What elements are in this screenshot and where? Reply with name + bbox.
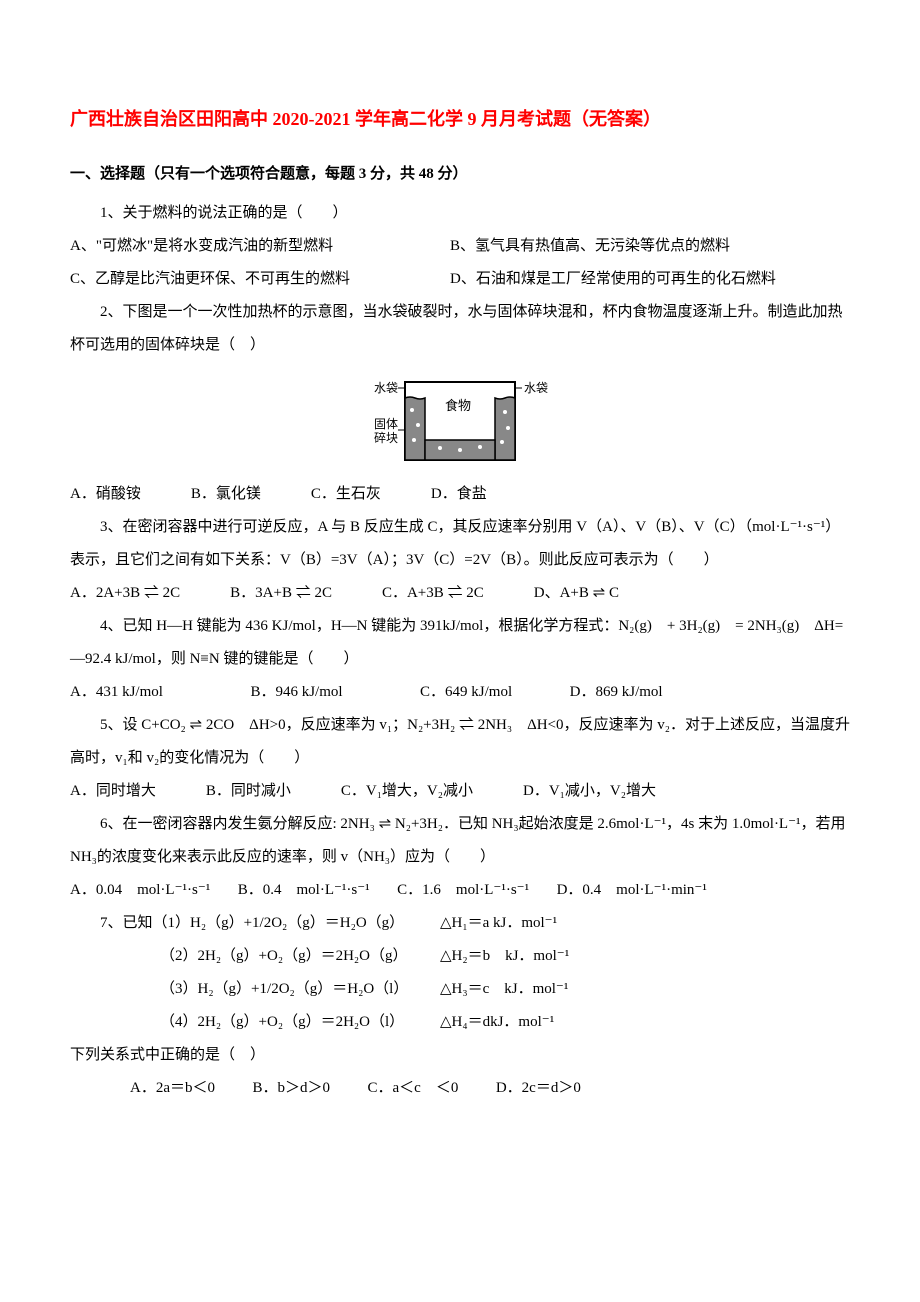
q6-stem: 6、在一密闭容器内发生氨分解反应: 2NH₃ ⇌ N₂+3H₂．已知 NH₃起始… <box>70 808 850 874</box>
heating-cup-figure: 水袋 水袋 食物 固体 碎块 <box>70 370 850 470</box>
q4-stem: 4、已知 H—H 键能为 436 KJ/mol，H—N 键能为 391kJ/mo… <box>70 610 850 676</box>
q3-option-c: C．A+3B ⇌ 2C <box>382 577 484 610</box>
q6-option-a: A．0.04 mol·L⁻¹·s⁻¹ <box>70 882 210 898</box>
q5-option-c: C．V₁增大，V₂减小 <box>341 775 473 808</box>
q4-option-c: C．649 kJ/mol <box>420 684 512 700</box>
q7-option-d: D．2c＝d＞0 <box>496 1080 581 1096</box>
q4-option-a: A．431 kJ/mol <box>70 684 163 700</box>
q7-line1-eq: 7、已知（1）H₂（g）+1/2O₂（g）＝H₂O（g） <box>70 907 440 940</box>
q4-option-b: B．946 kJ/mol <box>250 684 342 700</box>
q5-option-b: B．同时减小 <box>206 775 291 808</box>
q5-option-d: D．V₁减小，V₂增大 <box>523 775 656 808</box>
q3-stem: 3、在密闭容器中进行可逆反应，A 与 B 反应生成 C，其反应速率分别用 V（A… <box>70 511 850 577</box>
q7-line2-dh: △H₂＝b kJ．mol⁻¹ <box>440 940 569 973</box>
q7-line3-eq: （3）H₂（g）+1/2O₂（g）＝H₂O（l） <box>70 973 440 1006</box>
q7-line4-eq: （4）2H₂（g）+O₂（g）＝2H₂O（l） <box>70 1006 440 1039</box>
q3-option-b: B．3A+B ⇌ 2C <box>230 577 332 610</box>
q6-options: A．0.04 mol·L⁻¹·s⁻¹ B．0.4 mol·L⁻¹·s⁻¹ C．1… <box>70 874 850 907</box>
q2-option-c: C．生石灰 <box>311 478 381 511</box>
q3-option-a: A．2A+3B ⇌ 2C <box>70 577 180 610</box>
figure-label-food: 食物 <box>445 398 471 413</box>
q1-option-b: B、氢气具有热值高、无污染等优点的燃料 <box>450 230 730 263</box>
q2-stem: 2、下图是一个一次性加热杯的示意图，当水袋破裂时，水与固体碎块混和，杯内食物温度… <box>70 296 850 362</box>
q1-option-d: D、石油和煤是工厂经常使用的可再生的化石燃料 <box>450 263 776 296</box>
q7-line4-dh: △H₄＝dkJ．mol⁻¹ <box>440 1006 554 1039</box>
q1-stem: 1、关于燃料的说法正确的是（ ） <box>70 197 850 230</box>
q7-tail: 下列关系式中正确的是（ ） <box>70 1039 850 1072</box>
q6-option-c: C．1.6 mol·L⁻¹·s⁻¹ <box>397 882 529 898</box>
q2-option-d: D．食盐 <box>431 478 487 511</box>
q2-option-b: B．氯化镁 <box>191 478 261 511</box>
q6-option-d: D．0.4 mol·L⁻¹·min⁻¹ <box>557 882 707 898</box>
figure-label-solid2: 碎块 <box>374 430 398 445</box>
q2-option-a: A．硝酸铵 <box>70 478 141 511</box>
q7-option-c: C．a＜c ＜0 <box>368 1080 459 1096</box>
q3-option-d: D、A+B ⇌ C <box>534 577 619 610</box>
figure-label-water-right: 水袋 <box>524 381 548 395</box>
q6-option-b: B．0.4 mol·L⁻¹·s⁻¹ <box>238 882 370 898</box>
q4-options: A．431 kJ/mol B．946 kJ/mol C．649 kJ/mol D… <box>70 676 850 709</box>
q5-stem: 5、设 C+CO₂ ⇌ 2CO ΔH>0，反应速率为 v₁；N₂+3H₂ ⇌ 2… <box>70 709 850 775</box>
q5-option-a: A．同时增大 <box>70 775 156 808</box>
figure-label-solid1: 固体 <box>374 417 398 431</box>
q1-option-a: A、"可燃冰"是将水变成汽油的新型燃料 <box>70 230 450 263</box>
q4-option-d: D．869 kJ/mol <box>570 684 663 700</box>
q1-option-c: C、乙醇是比汽油更环保、不可再生的燃料 <box>70 263 450 296</box>
q7-option-b: B．b＞d＞0 <box>253 1080 331 1096</box>
q7-options: A．2a＝b＜0 B．b＞d＞0 C．a＜c ＜0 D．2c＝d＞0 <box>70 1072 850 1105</box>
q7-line1-dh: △H₁＝a kJ．mol⁻¹ <box>440 907 557 940</box>
figure-label-water-left: 水袋 <box>374 381 398 395</box>
q7-option-a: A．2a＝b＜0 <box>130 1080 215 1096</box>
q7-line3-dh: △H₃＝c kJ．mol⁻¹ <box>440 973 568 1006</box>
q7-line2-eq: （2）2H₂（g）+O₂（g）＝2H₂O（g） <box>70 940 440 973</box>
exam-title: 广西壮族自治区田阳高中 2020-2021 学年高二化学 9 月月考试题（无答案… <box>70 100 850 140</box>
section-1-heading: 一、选择题（只有一个选项符合题意，每题 3 分，共 48 分） <box>70 158 850 191</box>
